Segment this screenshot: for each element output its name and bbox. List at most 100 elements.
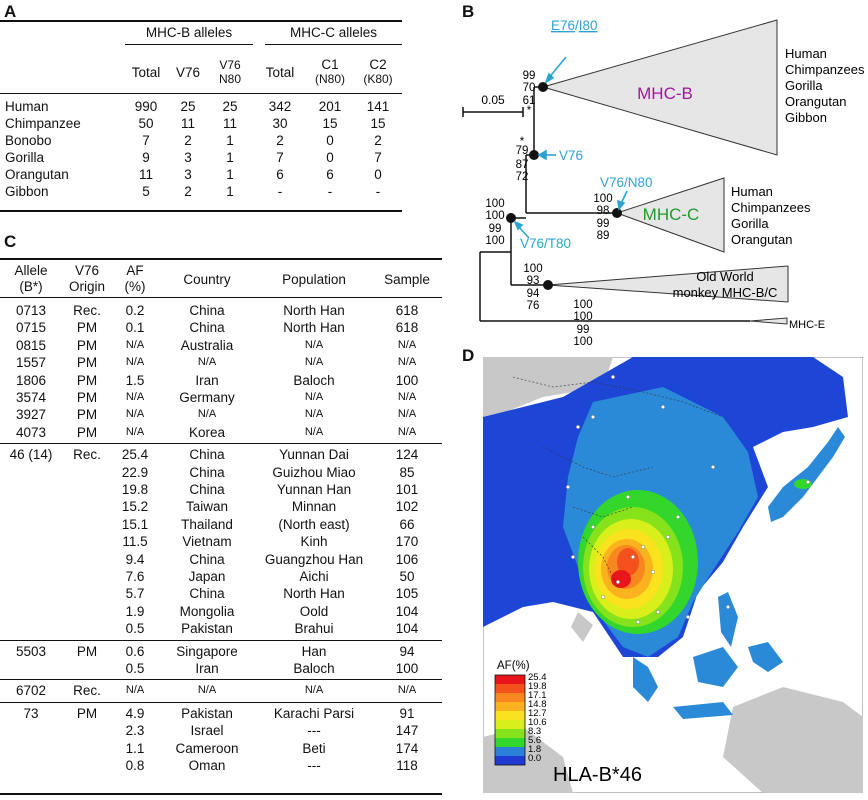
table-c-cell: Yunnan Han (276, 482, 352, 497)
table-c-row: 0.5 Iran Baloch 100 (0, 660, 442, 677)
table-a-cell: 0 (374, 167, 382, 182)
svg-text:89: 89 (597, 230, 610, 242)
table-c-row: 73 PM 4.9 Pakistan Karachi Parsi 91 (0, 705, 442, 722)
table-c-cell: N/A (304, 425, 324, 438)
svg-text:79: 79 (516, 145, 529, 157)
table-c-row: 5503 PM 0.6 Singapore Han 94 (0, 643, 442, 660)
table-c-cell: China (189, 303, 225, 318)
table-c-cell: 618 (395, 320, 419, 336)
table-c-cell: 618 (395, 303, 419, 318)
table-c-row: 2.3 Israel --- 147 (0, 722, 442, 739)
mhcc-species-list: Human Chimpanzees Gorilla Orangutan (731, 184, 811, 247)
table-a-row: Bonobo 7 2 1 2 0 2 (0, 132, 402, 149)
table-c-cell: 100 (395, 661, 419, 676)
svg-text:61: 61 (523, 95, 536, 107)
svg-text:Orangutan: Orangutan (731, 232, 792, 247)
table-c-row: 3927 PM N/A N/A N/A N/A (0, 406, 442, 423)
table-c-cell: China (189, 447, 225, 463)
table-c-cell: PM (76, 390, 98, 405)
table-c-cell: 1806 (15, 372, 47, 388)
legend-value-label: 5.6 (528, 735, 541, 746)
table-c-cell: Brahui (294, 621, 334, 637)
node-mhcb (538, 82, 548, 92)
svg-text:70: 70 (523, 82, 536, 94)
table-a-top-rule (0, 20, 402, 22)
table-c-cell: N/A (397, 425, 417, 438)
species-name: Gorilla (5, 150, 45, 165)
table-c-cell: 4073 (15, 424, 47, 440)
mhcb-clade-label: MHC-B (637, 84, 693, 103)
table-a-col-header: Total (265, 64, 295, 80)
table-a: Total V76 V76 N80 Total C1 (N80) C2 (K80) H… (0, 18, 402, 200)
table-c-cell: Australia (180, 337, 234, 353)
table-c-cell: 5.7 (125, 586, 145, 602)
table-c-cell: (North east) (278, 516, 350, 532)
table-c-cell: 104 (395, 603, 419, 619)
table-c-cell: Rec. (73, 447, 101, 463)
table-c-cell: Israel (190, 723, 224, 739)
table-c-cell: N/A (125, 338, 145, 351)
map-island-java (673, 702, 733, 719)
legend-color-swatch (495, 729, 525, 738)
legend-color-swatch (495, 711, 525, 720)
table-c-cell: North Han (283, 303, 345, 318)
table-a-col-header: C2 (K80) (363, 57, 393, 86)
svg-text:Gorilla: Gorilla (785, 78, 823, 93)
table-a-cell: 1 (226, 184, 234, 199)
table-c-bottom-rule (0, 793, 442, 795)
table-a-cell: 2 (374, 133, 382, 148)
table-c-cell: PM (76, 705, 98, 721)
table-c-cell: 85 (399, 464, 415, 480)
table-a-c-rule (265, 44, 402, 45)
table-c-cell: PM (76, 320, 98, 336)
table-c-cell: Pakistan (181, 705, 233, 721)
table-c-cell: Korea (188, 424, 226, 440)
panel-d-label: D (462, 346, 475, 365)
bootstrap-owm: 100 93 94 76 (523, 263, 542, 312)
owm-label-line2: monkey MHC-B/C (673, 285, 778, 300)
map-island-borneo (693, 647, 738, 687)
table-c-row: 0.8 Oman --- 118 (0, 757, 442, 774)
table-a-row: Gibbon 5 2 1 - - - (0, 183, 402, 200)
table-c-row: 11.5 Vietnam Kinh 170 (0, 533, 442, 550)
node-mhcc (612, 208, 622, 218)
table-c-row: 19.8 China Yunnan Han 101 (0, 481, 442, 498)
svg-text:87: 87 (516, 159, 529, 171)
mhcc-clade-label: MHC-C (643, 205, 700, 224)
table-c-cell: 25.4 (121, 447, 149, 463)
table-a-cell: 15 (370, 116, 386, 131)
arrowhead-icon (544, 72, 555, 84)
table-c-group-rule (0, 443, 442, 445)
map-nodata-patch (571, 612, 593, 642)
species-name: Orangutan (5, 167, 69, 182)
panel-a-label: A (4, 2, 17, 21)
table-a-cell: 3 (184, 167, 192, 182)
map-nodata-australia (723, 687, 863, 793)
table-c-cell: 66 (399, 516, 415, 532)
species-name: Human (5, 99, 49, 114)
table-c-cell: China (189, 482, 225, 497)
map-island-sulawesi (748, 642, 783, 672)
table-c-row: 5.7 China North Han 105 (0, 585, 442, 602)
species-name: Chimpanzee (5, 116, 81, 131)
table-c-cell: 0.1 (125, 320, 145, 336)
bootstrap-mhce: 100 100 99 100 (573, 299, 592, 345)
svg-text:99: 99 (523, 70, 536, 82)
table-c-cell: N/A (397, 684, 417, 697)
legend-value-label: 19.8 (528, 681, 547, 692)
node-v76 (529, 150, 539, 160)
table-c-col-header: Sample (384, 272, 430, 287)
svg-text:*: * (520, 136, 525, 148)
table-c-row: 1.9 Mongolia Oold 104 (0, 603, 442, 620)
legend-value-label: 12.7 (528, 708, 547, 719)
table-c-cell: Oman (188, 758, 226, 773)
table-c-cell: 19.8 (121, 482, 149, 497)
table-c-cell: 9.4 (125, 551, 145, 567)
table-c-header-rule (0, 297, 442, 298)
table-c-cell: 104 (395, 621, 419, 637)
mhcc-clade-triangle (615, 177, 725, 253)
table-c-header-row: Allele (B*) V76 Origin AF (%) Country Populatio… (0, 263, 442, 297)
table-c-cell: Oold (299, 603, 329, 619)
mhce-branch-triangle (749, 317, 788, 325)
bootstrap-mhcb: 99 70 61 * (523, 70, 536, 117)
